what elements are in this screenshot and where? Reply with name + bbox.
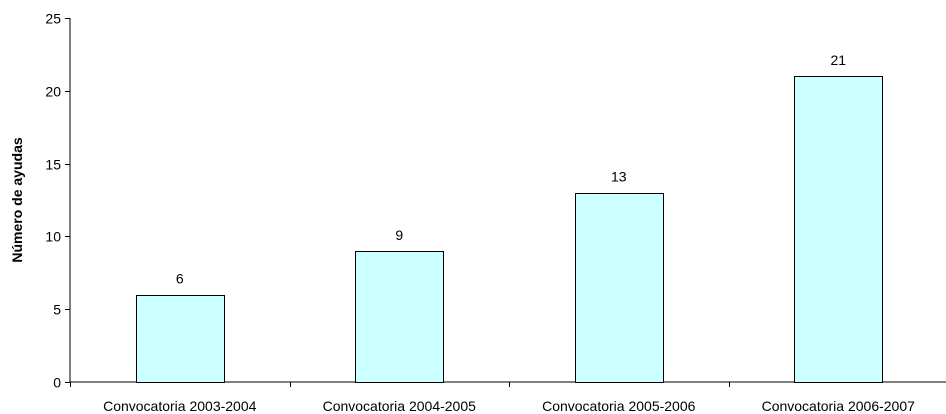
x-category-label: Convocatoria 2004-2005 (323, 398, 477, 414)
y-tick-label: 0 (53, 375, 61, 391)
y-tick-label: 10 (45, 229, 61, 245)
bar (794, 76, 883, 383)
bars (136, 76, 883, 383)
data-label: 13 (611, 169, 627, 185)
data-label: 9 (395, 227, 403, 243)
y-tick-label: 5 (53, 302, 61, 318)
x-category-label: Convocatoria 2005-2006 (542, 398, 696, 414)
data-label: 6 (176, 271, 184, 287)
bar (136, 295, 225, 383)
bar (575, 193, 664, 383)
bar (355, 251, 444, 383)
labels: 6 Convocatoria 2003-2004 9 Convocatoria 200… (103, 52, 915, 414)
x-category-label: Convocatoria 2003-2004 (103, 398, 257, 414)
y-tick-label: 25 (45, 11, 61, 27)
y-tick-label: 20 (45, 84, 61, 100)
data-label: 21 (830, 52, 846, 68)
x-category-label: Convocatoria 2006-2007 (762, 398, 916, 414)
y-axis-title: Número de ayudas (9, 137, 25, 262)
y-tick-label: 15 (45, 157, 61, 173)
